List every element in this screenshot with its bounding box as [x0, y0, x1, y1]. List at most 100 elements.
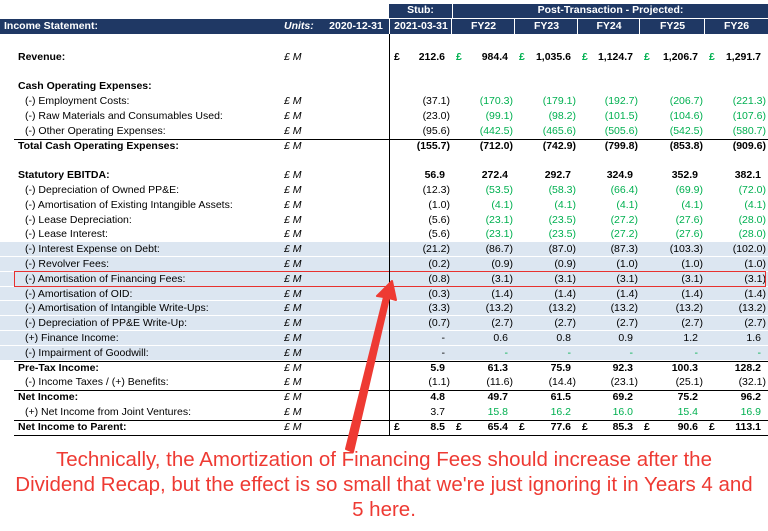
value-cell: (87.0)	[548, 243, 576, 256]
annotation-text: Technically, the Amortization of Financi…	[15, 448, 753, 521]
value-cell: (799.8)	[604, 139, 638, 152]
row-label: (-) Amortisation of OID:	[25, 287, 133, 300]
value-cell: (23.1)	[485, 228, 513, 241]
period-header: 2020-12-31	[329, 20, 383, 32]
value-cell: (23.1)	[485, 213, 513, 226]
value-cell: (179.1)	[542, 95, 576, 108]
value-cell: 0.6	[493, 332, 508, 344]
value-cell: (712.0)	[479, 139, 513, 152]
value-cell: (27.2)	[610, 213, 638, 226]
value-cell: (3.1)	[491, 272, 513, 285]
value-cell: (103.3)	[669, 243, 703, 256]
value-cell: (5.6)	[428, 213, 450, 226]
value-cell: -	[441, 346, 446, 359]
header-band	[453, 4, 768, 18]
value-cell: (28.0)	[738, 228, 766, 241]
currency-symbol: £	[456, 420, 462, 433]
value-cell: (742.9)	[542, 139, 576, 152]
value-cell: 75.9	[550, 361, 571, 374]
value-cell: (853.8)	[669, 139, 703, 152]
row-unit: £ M	[284, 302, 302, 315]
row-border	[14, 390, 768, 392]
value-cell: (0.9)	[554, 258, 576, 270]
value-cell: 90.6	[677, 420, 698, 433]
currency-symbol: £	[644, 50, 650, 63]
value-cell: (87.3)	[610, 243, 638, 256]
value-cell: (5.6)	[428, 228, 450, 241]
value-cell: (2.7)	[681, 317, 703, 330]
row-unit: £ M	[284, 169, 302, 182]
value-cell: (0.7)	[428, 317, 450, 330]
row-unit: £ M	[284, 184, 302, 196]
header-divider	[704, 19, 705, 34]
row-label: (-) Depreciation of PP&E Write-Up:	[25, 317, 188, 330]
row-label: (-) Lease Interest:	[25, 228, 108, 241]
row-label: (-) Amortisation of Intangible Write-Ups…	[25, 302, 209, 315]
value-cell: (542.5)	[669, 124, 703, 137]
value-cell: (4.1)	[616, 198, 638, 211]
value-cell: 212.6	[418, 50, 445, 63]
header-divider	[514, 19, 515, 34]
value-cell: (1.0)	[681, 258, 703, 270]
value-cell: (155.7)	[416, 139, 450, 152]
value-cell: -	[441, 332, 446, 344]
value-cell: 113.1	[735, 420, 761, 433]
value-cell: (2.7)	[554, 317, 576, 330]
period-header: FY26	[723, 20, 750, 32]
row-unit: £ M	[284, 376, 302, 389]
row-label: (+) Net Income from Joint Ventures:	[25, 406, 192, 418]
value-cell: (23.1)	[610, 376, 638, 389]
row-unit: £ M	[284, 213, 302, 226]
row-label: (-) Lease Depreciation:	[25, 213, 132, 226]
value-cell: (25.1)	[675, 376, 703, 389]
header-divider	[577, 19, 578, 34]
value-cell: (465.6)	[542, 124, 576, 137]
value-cell: (37.1)	[422, 95, 450, 108]
row-label: Net Income:	[18, 391, 79, 404]
value-cell: 15.4	[677, 406, 698, 418]
row-label: (-) Interest Expense on Debt:	[25, 243, 160, 256]
value-cell: (23.5)	[548, 228, 576, 241]
value-cell: (14.4)	[548, 376, 576, 389]
value-cell: (505.6)	[604, 124, 638, 137]
value-cell: (107.6)	[732, 110, 766, 122]
period-header: FY23	[533, 20, 560, 32]
row-label: Net Income to Parent:	[18, 420, 127, 433]
value-cell: (1.4)	[616, 287, 638, 300]
value-cell: 0.8	[556, 332, 571, 344]
value-cell: (0.3)	[428, 287, 450, 300]
value-cell: (27.2)	[610, 228, 638, 241]
arrow-shape	[345, 280, 397, 453]
value-cell: 1.6	[746, 332, 761, 344]
table-bottom-border	[14, 434, 768, 436]
value-cell: 16.0	[612, 406, 633, 418]
value-cell: (1.0)	[428, 198, 450, 211]
value-cell: (53.5)	[485, 184, 513, 196]
value-cell: (0.8)	[428, 272, 450, 285]
row-unit: £ M	[284, 406, 302, 418]
row-label: (-) Amortisation of Existing Intangible …	[25, 198, 233, 211]
value-cell: 61.3	[487, 361, 508, 374]
header-divider	[639, 19, 640, 34]
row-unit: £ M	[284, 50, 302, 63]
value-cell: (27.6)	[675, 228, 703, 241]
value-cell: 1,035.6	[535, 50, 571, 63]
value-cell: 1,291.7	[725, 50, 761, 63]
group-label: Stub:	[407, 4, 434, 16]
row-label: Total Cash Operating Expenses:	[18, 139, 179, 152]
row-unit: £ M	[284, 317, 302, 330]
value-cell: 75.2	[677, 391, 698, 404]
currency-symbol: £	[582, 420, 588, 433]
header-divider	[389, 19, 390, 34]
value-cell: 69.2	[612, 391, 633, 404]
value-cell: 352.9	[671, 169, 698, 182]
value-cell: (72.0)	[738, 184, 766, 196]
currency-symbol: £	[709, 420, 715, 433]
row-unit: £ M	[284, 198, 302, 211]
value-cell: -	[504, 346, 509, 359]
value-cell: 61.5	[550, 391, 571, 404]
shaded-row	[0, 242, 768, 257]
value-cell: 100.3	[671, 361, 698, 374]
row-label: (-) Impairment of Goodwill:	[25, 346, 149, 359]
